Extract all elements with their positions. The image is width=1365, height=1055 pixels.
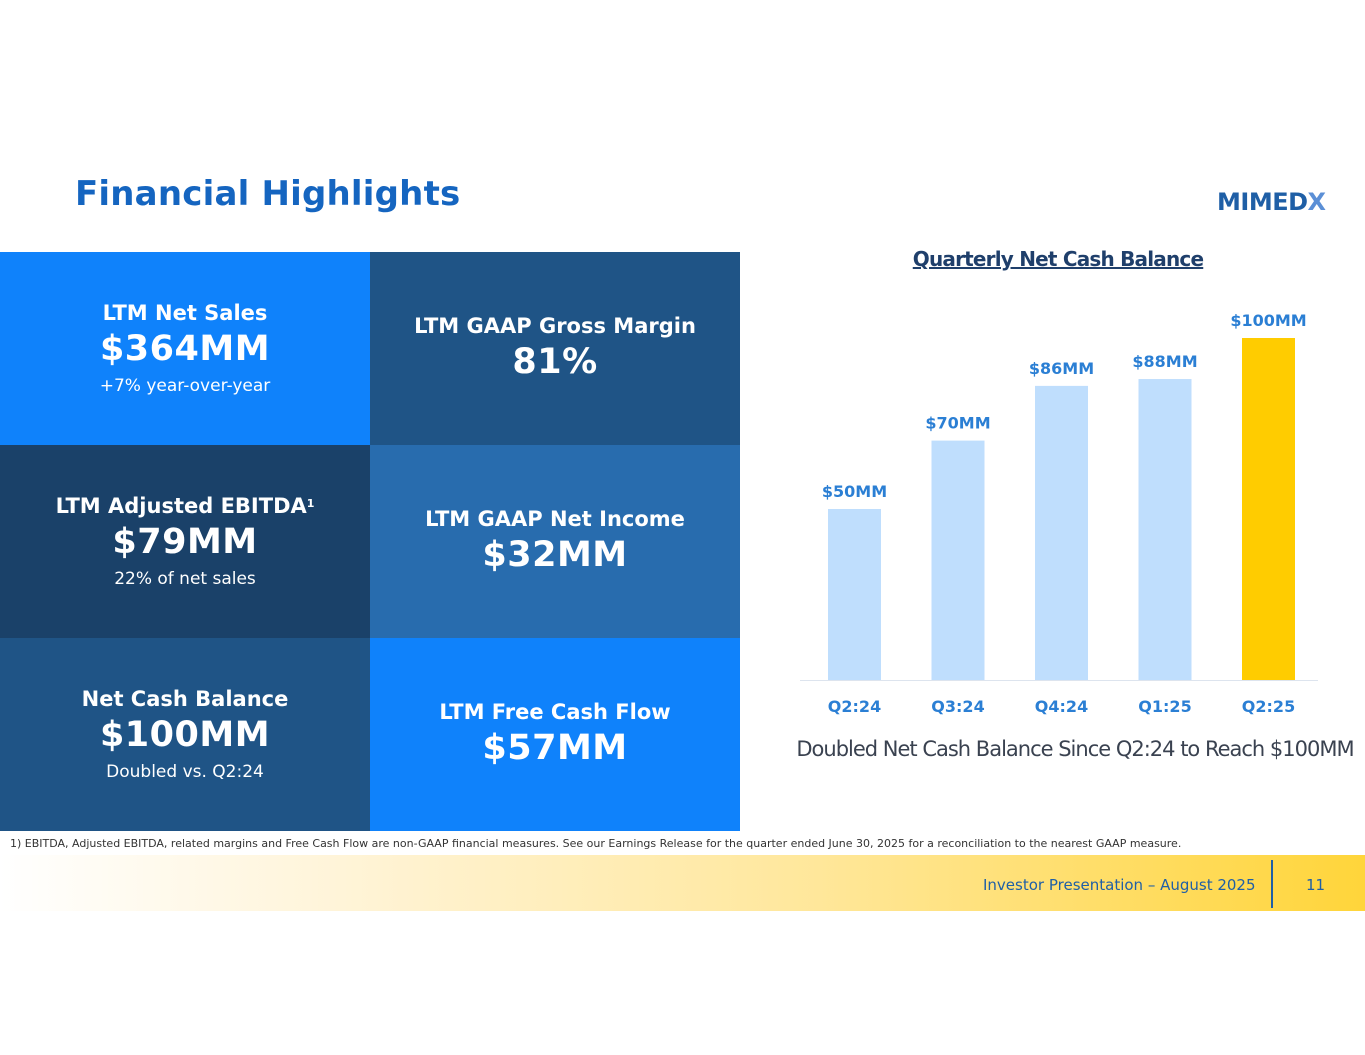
net-cash-bar-chart: $50MM Q2:24 $70MM Q3:24 $86MM Q4:24 $88MM Q1:25…: [800, 311, 1318, 716]
data-label: $100MM: [1230, 311, 1306, 330]
tile-note: +7% year-over-year: [99, 375, 271, 396]
tile-value: $79MM: [112, 521, 258, 562]
chart-title: Quarterly Net Cash Balance: [912, 247, 1204, 271]
data-label: $86MM: [1029, 359, 1094, 378]
bar-q4-24: [1035, 385, 1088, 680]
tile-net-cash-balance: Net Cash Balance $100MM Doubled vs. Q2:24: [0, 638, 370, 831]
tile-value: 81%: [512, 341, 598, 382]
tile-value: $57MM: [482, 727, 628, 768]
footer-divider: [1271, 860, 1273, 908]
tile-ltm-gaap-gross-margin: LTM GAAP Gross Margin 81%: [370, 252, 740, 445]
data-label: $70MM: [925, 414, 990, 433]
footer-band: [0, 855, 1365, 911]
tile-ltm-net-sales: LTM Net Sales $364MM +7% year-over-year: [0, 252, 370, 445]
bar-q1-25: [1138, 379, 1192, 680]
slide-title: Financial Highlights: [75, 174, 461, 214]
x-tick-label: Q2:24: [828, 697, 881, 716]
footnote-marker: 1: [306, 496, 315, 510]
x-tick-label: Q4:24: [1035, 697, 1088, 716]
tile-label: LTM GAAP Net Income: [425, 506, 685, 531]
data-label: $88MM: [1132, 352, 1197, 371]
tile-note: 22% of net sales: [114, 568, 256, 589]
tile-ltm-adjusted-ebitda: LTM Adjusted EBITDA1 $79MM 22% of net sale…: [0, 445, 370, 638]
tile-note: Doubled vs. Q2:24: [106, 761, 264, 782]
page-number: 11: [1306, 876, 1326, 894]
x-tick-label: Q2:25: [1242, 697, 1295, 716]
tile-ltm-gaap-net-income: LTM GAAP Net Income $32MM: [370, 445, 740, 638]
logo-text: MIMEDX: [1217, 188, 1327, 216]
tile-label: Net Cash Balance: [81, 686, 289, 711]
tile-label: LTM Net Sales: [102, 300, 268, 325]
bar-q2-24: [828, 509, 881, 680]
tile-ltm-free-cash-flow: LTM Free Cash Flow $57MM: [370, 638, 740, 831]
tile-label: LTM Free Cash Flow: [439, 699, 671, 724]
footer-text: Investor Presentation – August 2025: [983, 876, 1256, 894]
x-tick-label: Q3:24: [931, 697, 984, 716]
tile-label: LTM GAAP Gross Margin: [414, 313, 696, 338]
x-tick-label: Q1:25: [1138, 697, 1191, 716]
bar-q2-25: [1242, 338, 1295, 680]
mimedx-logo: MIMEDX: [1217, 188, 1327, 216]
tile-value: $32MM: [482, 534, 628, 575]
data-label: $50MM: [822, 482, 887, 501]
tile-value: $364MM: [99, 328, 271, 369]
chart-caption: Doubled Net Cash Balance Since Q2:24 to …: [796, 737, 1354, 761]
tile-value: $100MM: [99, 714, 271, 755]
bar-q3-24: [931, 440, 985, 680]
footnote: 1) EBITDA, Adjusted EBITDA, related marg…: [10, 837, 1182, 850]
tile-label: LTM Adjusted EBITDA1: [55, 493, 315, 518]
